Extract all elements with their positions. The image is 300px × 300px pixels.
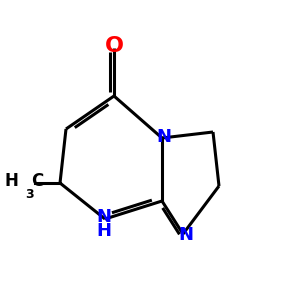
Text: N: N — [156, 128, 171, 146]
Text: H: H — [4, 172, 18, 190]
Text: 3: 3 — [26, 188, 34, 200]
Text: H: H — [96, 222, 111, 240]
Text: N: N — [96, 208, 111, 226]
Text: C: C — [31, 172, 43, 190]
Text: N: N — [178, 226, 194, 244]
Text: O: O — [104, 37, 124, 56]
